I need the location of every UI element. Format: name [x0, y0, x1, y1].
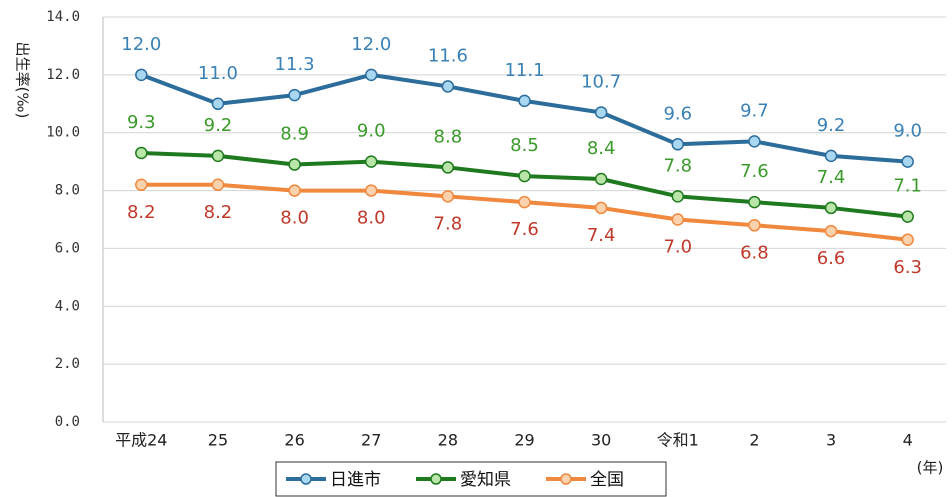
marker	[824, 149, 838, 163]
value-label: 6.8	[740, 242, 769, 263]
y-axis-label: 出生率(‰)	[14, 42, 32, 119]
y-tick-label: 8.0	[55, 183, 80, 199]
marker	[901, 155, 914, 168]
x-tick-label: 25	[208, 431, 228, 450]
marker	[288, 88, 301, 102]
marker	[211, 149, 225, 163]
legend: 日進市 愛知県 全国	[275, 461, 667, 497]
marker	[135, 178, 148, 192]
y-tick-label: 10.0	[46, 125, 80, 141]
value-label: 6.3	[893, 257, 922, 278]
value-label: 9.2	[204, 115, 233, 136]
y-tick-label: 0.0	[55, 414, 80, 430]
legend-label: 愛知県	[460, 470, 511, 490]
y-tick-label: 12.0	[46, 67, 80, 83]
marker	[748, 195, 761, 209]
value-label: 11.6	[428, 45, 468, 66]
value-label: 7.8	[434, 213, 463, 234]
x-tick-label: 2	[749, 431, 759, 450]
marker	[288, 158, 301, 171]
value-label: 7.1	[893, 176, 922, 197]
marker	[518, 94, 531, 108]
value-label: 7.4	[817, 167, 846, 188]
marker	[211, 97, 225, 111]
y-tick-label: 6.0	[55, 240, 80, 256]
legend-label: 全国	[590, 470, 624, 490]
marker	[671, 213, 685, 226]
x-tick-label: 27	[361, 431, 381, 450]
marker	[901, 210, 914, 223]
value-label: 8.8	[434, 126, 463, 147]
marker	[518, 195, 531, 209]
marker	[594, 201, 608, 215]
value-label: 9.0	[357, 121, 386, 142]
value-label: 11.1	[504, 60, 544, 81]
marker	[671, 138, 685, 151]
value-label: 8.9	[280, 124, 309, 145]
x-tick-label: 令和1	[657, 431, 699, 450]
marker	[824, 201, 838, 215]
legend-label: 日進市	[330, 470, 381, 490]
value-label: 6.6	[817, 248, 846, 269]
value-label: 9.3	[127, 112, 156, 133]
marker	[441, 161, 455, 174]
marker	[824, 224, 838, 238]
value-label: 11.0	[198, 63, 238, 84]
marker	[364, 184, 378, 197]
value-label: 10.7	[581, 71, 621, 92]
marker	[671, 190, 685, 203]
x-tick-label: 29	[514, 431, 534, 450]
marker	[288, 184, 301, 197]
marker	[135, 68, 148, 82]
marker	[441, 80, 455, 93]
value-label: 7.8	[663, 155, 692, 176]
x-tick-label: 26	[284, 431, 304, 450]
value-label: 9.0	[893, 121, 922, 142]
value-label: 8.2	[204, 202, 233, 223]
x-axis-label: (年)	[917, 459, 944, 477]
marker	[594, 106, 608, 119]
value-label: 12.0	[121, 34, 161, 55]
value-label: 7.6	[510, 219, 539, 240]
legend-marker	[560, 473, 572, 485]
legend-marker	[430, 473, 442, 485]
y-tick-label: 14.0	[46, 9, 80, 25]
marker	[901, 233, 914, 246]
marker	[748, 219, 761, 232]
marker	[748, 135, 761, 148]
marker	[594, 172, 608, 186]
value-label: 7.0	[663, 237, 692, 258]
value-label: 8.4	[587, 138, 616, 159]
legend-marker	[300, 473, 312, 485]
marker	[211, 178, 225, 192]
marker	[518, 169, 531, 183]
legend-box	[275, 461, 667, 497]
y-tick-label: 2.0	[55, 356, 80, 372]
marker	[364, 68, 378, 82]
marker	[364, 155, 378, 168]
x-tick-label: 4	[903, 431, 913, 450]
y-tick-label: 4.0	[55, 298, 80, 314]
x-tick-label: 3	[826, 431, 836, 450]
value-label: 9.7	[740, 100, 769, 121]
marker	[441, 190, 455, 203]
marker	[135, 146, 148, 160]
value-label: 9.6	[663, 103, 692, 124]
value-label: 9.2	[817, 115, 846, 136]
value-label: 11.3	[275, 54, 315, 75]
value-label: 8.0	[357, 208, 386, 229]
value-label: 12.0	[351, 34, 391, 55]
value-label: 8.5	[510, 135, 539, 156]
value-label: 7.6	[740, 161, 769, 182]
value-label: 7.4	[587, 225, 616, 246]
x-tick-label: 30	[591, 431, 611, 450]
x-tick-label: 平成24	[115, 431, 167, 450]
value-label: 8.0	[280, 208, 309, 229]
x-tick-label: 28	[438, 431, 458, 450]
value-label: 8.2	[127, 202, 156, 223]
